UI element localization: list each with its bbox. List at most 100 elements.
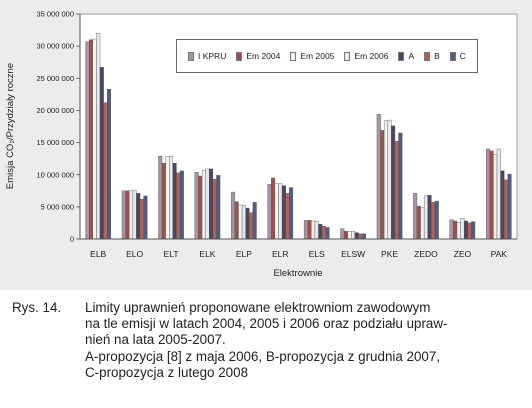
bar	[311, 220, 316, 240]
legend-swatch	[188, 51, 194, 61]
bar	[351, 231, 356, 240]
legend-label: I KPRU	[198, 51, 227, 61]
bar	[467, 222, 472, 240]
bar	[231, 191, 236, 240]
bar	[143, 195, 148, 240]
bar	[380, 130, 385, 240]
x-category-label: PKE	[381, 249, 398, 259]
bar	[460, 218, 465, 240]
bar	[234, 201, 239, 240]
bar	[121, 190, 126, 240]
caption-line: A-propozycja [8] z maja 2006, B-propozyc…	[85, 348, 441, 364]
bar	[303, 220, 308, 240]
legend-label: Em 2004	[246, 51, 281, 61]
legend-item: B	[424, 51, 440, 61]
legend-item: Em 2004	[236, 51, 280, 61]
bar	[387, 119, 392, 240]
bar	[158, 155, 163, 240]
bar	[281, 185, 286, 240]
bar	[129, 190, 134, 240]
legend-swatch	[398, 51, 405, 61]
y-axis-title: Emisja CO₂/Przydziały roczne	[5, 63, 16, 189]
bar	[493, 154, 498, 240]
legend-item: I KPRU	[188, 51, 226, 61]
bar	[201, 170, 206, 240]
bar	[172, 162, 177, 240]
bar	[205, 168, 210, 240]
bar	[456, 222, 461, 240]
bar	[241, 205, 246, 240]
bar	[394, 141, 399, 240]
y-tick-label: 35 000 000	[36, 10, 74, 19]
caption-line: na tle emisji w latach 2004, 2005 i 2006…	[85, 316, 448, 332]
legend-label: B	[434, 51, 440, 61]
bar	[92, 38, 97, 240]
y-tick-label: 0	[70, 235, 74, 244]
bar	[340, 228, 345, 240]
bar	[179, 170, 184, 240]
bar	[132, 190, 137, 240]
bar	[496, 148, 501, 240]
bar	[318, 224, 323, 240]
legend-label: Em 2006	[354, 51, 389, 61]
bar	[376, 114, 381, 240]
bar	[107, 89, 112, 240]
bar	[278, 183, 283, 240]
bar	[453, 220, 458, 240]
legend-item: Em 2005	[290, 51, 334, 61]
bar	[271, 177, 276, 240]
bar	[383, 120, 388, 240]
bar	[252, 202, 257, 240]
bar	[103, 102, 108, 240]
y-tick-label: 20 000 000	[36, 106, 74, 115]
bar	[427, 195, 432, 240]
x-axis-categories: ELB ELO ELT ELK ELP ELR ELS ELSW PKE ZEDO ZEO PAK	[90, 249, 507, 259]
x-category-label: PAK	[491, 249, 508, 259]
bar	[431, 202, 436, 240]
x-category-label: ELS	[309, 249, 325, 259]
x-category-label: ELP	[236, 249, 252, 259]
bar	[96, 33, 101, 240]
bar	[99, 67, 104, 240]
bar	[267, 184, 272, 240]
x-category-label: ELSW	[341, 249, 365, 259]
bar	[485, 148, 490, 240]
x-category-label: ELK	[199, 249, 215, 259]
bar	[413, 193, 418, 240]
bar	[198, 175, 203, 240]
legend-swatch	[290, 51, 297, 61]
bar	[420, 207, 425, 240]
bar	[471, 221, 476, 240]
bar	[216, 175, 221, 240]
bar	[212, 179, 217, 240]
legend-item: C	[449, 51, 466, 61]
bar	[489, 150, 494, 240]
legend-label: Em 2005	[300, 51, 335, 61]
legend-swatch	[449, 51, 456, 61]
y-tick-label: 25 000 000	[36, 74, 74, 83]
bar	[136, 193, 141, 240]
x-category-label: ZEO	[454, 249, 472, 259]
bar	[343, 231, 348, 240]
caption-line: nień na lata 2005-2007.	[85, 332, 226, 348]
bar	[285, 193, 290, 240]
x-axis-title: Elektrownie	[273, 268, 322, 279]
bar	[507, 173, 512, 240]
legend-item: Em 2006	[344, 51, 388, 61]
bar	[289, 187, 294, 240]
y-axis-ticks: 0 5 000 000 10 000 000 15 000 000 20 000 000…	[36, 10, 80, 244]
bar	[238, 204, 243, 240]
caption-line: Limity uprawnień proponowane elektrownio…	[85, 300, 431, 315]
legend-swatch	[424, 51, 431, 61]
bar	[249, 212, 254, 240]
bar	[169, 155, 174, 240]
y-tick-label: 15 000 000	[36, 138, 74, 147]
bar	[89, 39, 94, 240]
x-category-label: ELR	[272, 249, 289, 259]
y-tick-label: 5 000 000	[41, 202, 74, 211]
legend: I KPRU Em 2004 Em 2005 Em 2006 A B C	[176, 39, 478, 73]
bar	[416, 206, 421, 240]
legend-label: A	[408, 51, 415, 61]
bar	[503, 179, 508, 240]
